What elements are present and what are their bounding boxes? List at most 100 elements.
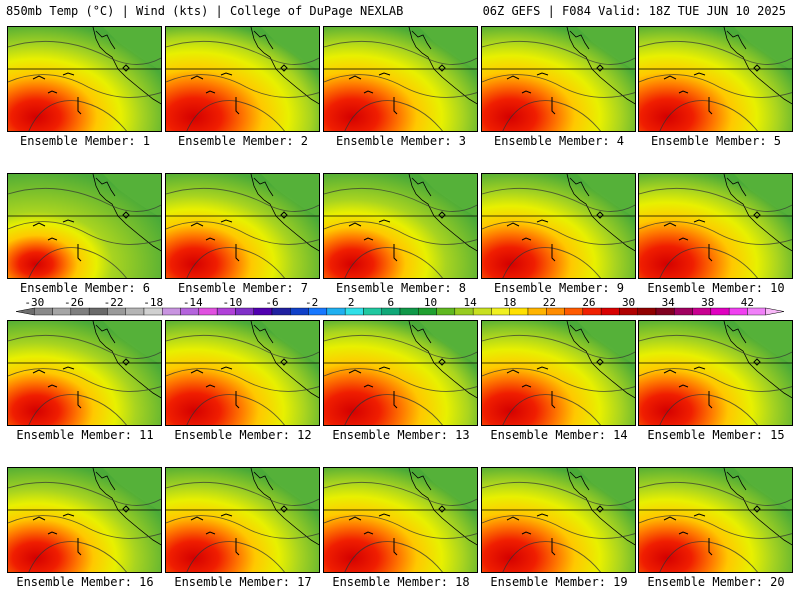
colorbar-tick-label: 22 <box>543 296 556 309</box>
ensemble-member-label: Ensemble Member: 5 <box>650 134 782 148</box>
colorbar-tick-label: 30 <box>622 296 635 309</box>
colorbar-swatch <box>527 307 547 316</box>
ensemble-map-panel <box>638 173 793 279</box>
colorbar-tick-label: 10 <box>424 296 437 309</box>
ensemble-member-label: Ensemble Member: 8 <box>335 281 467 295</box>
colorbar-swatch <box>472 307 492 316</box>
ensemble-member-label: Ensemble Member: 9 <box>493 281 625 295</box>
ensemble-map-panel <box>165 173 320 279</box>
colorbar-swatch <box>107 307 126 316</box>
ensemble-map-panel <box>165 320 320 426</box>
ensemble-map-panel <box>638 467 793 573</box>
colorbar-swatch <box>125 307 145 316</box>
colorbar-swatch <box>747 307 766 316</box>
ensemble-map-panel <box>7 173 162 279</box>
ensemble-member-label: Ensemble Member: 10 <box>647 281 785 295</box>
colorbar-swatch <box>509 307 529 316</box>
colorbar-swatch <box>582 307 602 316</box>
ensemble-member-label: Ensemble Member: 6 <box>19 281 151 295</box>
colorbar-swatch <box>326 307 346 316</box>
colorbar-tick-label: 2 <box>348 296 355 309</box>
map-title: 850mb Temp (°C) | Wind (kts) | College o… <box>6 4 404 18</box>
colorbar-swatch <box>290 307 309 316</box>
colorbar-tick-label: -30 <box>24 296 44 309</box>
ensemble-member-label: Ensemble Member: 19 <box>490 575 628 589</box>
ensemble-member-label: Ensemble Member: 16 <box>16 575 154 589</box>
colorbar-swatch <box>308 307 328 316</box>
ensemble-map-panel <box>323 467 478 573</box>
colorbar-tick-label: 14 <box>463 296 477 309</box>
colorbar-tick-label: 34 <box>662 296 676 309</box>
ensemble-member-label: Ensemble Member: 18 <box>332 575 470 589</box>
colorbar-tick-label: -6 <box>265 296 278 309</box>
colorbar-tick-label: 38 <box>701 296 714 309</box>
ensemble-member-label: Ensemble Member: 13 <box>332 428 470 442</box>
ensemble-member-label: Ensemble Member: 3 <box>335 134 467 148</box>
ensemble-map-panel <box>323 26 478 132</box>
colorbar-tick-label: 42 <box>741 296 754 309</box>
colorbar-tick-label: -26 <box>64 296 84 309</box>
ensemble-map-panel <box>7 320 162 426</box>
colorbar-tick-label: -18 <box>143 296 163 309</box>
ensemble-map-panel <box>481 26 636 132</box>
colorbar-swatch <box>180 307 200 316</box>
colorbar-swatch <box>600 307 620 316</box>
ensemble-map-panel <box>165 26 320 132</box>
ensemble-member-label: Ensemble Member: 7 <box>177 281 309 295</box>
colorbar-swatch <box>271 307 291 316</box>
colorbar-swatch <box>363 307 382 316</box>
colorbar-tick-label: -10 <box>222 296 242 309</box>
colorbar-swatch <box>88 307 108 316</box>
model-run-info: 06Z GEFS | F084 Valid: 18Z TUE JUN 10 20… <box>482 4 786 18</box>
temperature-colorbar: -30 -26 -22 -18 -14 -10 -6 -2 2 6 10 14 18 22 26 30 34 38… <box>15 296 785 316</box>
colorbar-swatch <box>491 307 510 316</box>
colorbar-swatch <box>70 307 90 316</box>
colorbar-tick-label: 6 <box>388 296 395 309</box>
ensemble-member-label: Ensemble Member: 1 <box>19 134 151 148</box>
colorbar-swatch <box>710 307 730 316</box>
colorbar-swatch <box>143 307 163 316</box>
ensemble-map-panel <box>7 467 162 573</box>
colorbar-swatch <box>674 307 693 316</box>
ensemble-member-label: Ensemble Member: 15 <box>647 428 785 442</box>
ensemble-map-panel <box>7 26 162 132</box>
colorbar-swatch <box>564 307 584 316</box>
ensemble-map-panel <box>323 173 478 279</box>
ensemble-member-label: Ensemble Member: 20 <box>647 575 785 589</box>
colorbar-swatch <box>198 307 218 316</box>
colorbar-tick-label: 26 <box>582 296 595 309</box>
colorbar-swatch <box>454 307 474 316</box>
colorbar-swatch <box>381 307 401 316</box>
colorbar-swatch <box>162 307 181 316</box>
ensemble-map-panel <box>481 467 636 573</box>
colorbar-swatch <box>344 307 364 316</box>
ensemble-map-panel <box>481 320 636 426</box>
colorbar-swatch <box>637 307 657 316</box>
colorbar-swatch <box>52 307 72 316</box>
ensemble-member-label: Ensemble Member: 14 <box>490 428 628 442</box>
colorbar-tick-label: -2 <box>305 296 318 309</box>
colorbar-swatch <box>399 307 419 316</box>
ensemble-map-panel <box>638 26 793 132</box>
colorbar-swatch <box>253 307 273 316</box>
colorbar-tick-label: -22 <box>104 296 124 309</box>
colorbar-tick-label: 18 <box>503 296 516 309</box>
ensemble-member-label: Ensemble Member: 12 <box>174 428 312 442</box>
colorbar-swatch <box>728 307 748 316</box>
colorbar-swatch <box>655 307 675 316</box>
colorbar-swatch <box>235 307 254 316</box>
ensemble-map-panel <box>638 320 793 426</box>
ensemble-map-panel <box>481 173 636 279</box>
colorbar-swatch <box>418 307 437 316</box>
colorbar-swatch <box>692 307 712 316</box>
colorbar-tick-label: -14 <box>183 296 203 309</box>
ensemble-member-label: Ensemble Member: 11 <box>16 428 154 442</box>
ensemble-member-label: Ensemble Member: 4 <box>493 134 625 148</box>
colorbar-swatch <box>546 307 565 316</box>
ensemble-member-label: Ensemble Member: 2 <box>177 134 309 148</box>
colorbar-swatch <box>34 307 53 316</box>
colorbar-swatch <box>216 307 236 316</box>
ensemble-member-label: Ensemble Member: 17 <box>174 575 312 589</box>
ensemble-map-panel <box>165 467 320 573</box>
colorbar-swatch <box>619 307 638 316</box>
